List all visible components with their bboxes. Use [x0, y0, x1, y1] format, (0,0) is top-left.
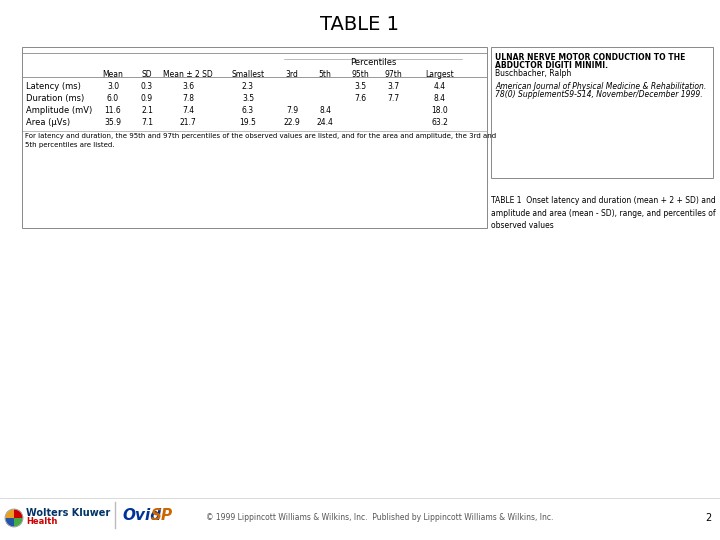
Text: 7.8: 7.8: [182, 94, 194, 103]
Text: Mean ± 2 SD: Mean ± 2 SD: [163, 70, 213, 79]
Text: 8.4: 8.4: [319, 106, 331, 115]
Text: 7.6: 7.6: [354, 94, 366, 103]
Bar: [22, 47, 487, 228]
Text: 3.5: 3.5: [242, 94, 254, 103]
Bar: [491, 47, 713, 178]
Text: 95th: 95th: [351, 70, 369, 79]
Text: Buschbacher, Ralph: Buschbacher, Ralph: [495, 69, 571, 78]
Text: 0.9: 0.9: [141, 94, 153, 103]
Text: Amplitude (mV): Amplitude (mV): [26, 106, 92, 115]
Text: ABDUCTOR DIGITI MINIMI.: ABDUCTOR DIGITI MINIMI.: [495, 61, 608, 70]
Text: 97th: 97th: [384, 70, 402, 79]
Text: Percentiles: Percentiles: [350, 58, 396, 67]
Text: TABLE 1  Onset latency and duration (mean + 2 + SD) and
amplitude and area (mean: TABLE 1 Onset latency and duration (mean…: [491, 196, 716, 230]
Text: 2.1: 2.1: [141, 106, 153, 115]
Text: Largest: Largest: [426, 70, 454, 79]
Text: 5th: 5th: [318, 70, 331, 79]
Text: Mean: Mean: [102, 70, 123, 79]
Text: 78(0) SupplementS9-S14, November/December 1999.: 78(0) SupplementS9-S14, November/Decembe…: [495, 90, 703, 99]
Text: Smallest: Smallest: [231, 70, 264, 79]
Text: 19.5: 19.5: [240, 118, 256, 127]
Text: 24.4: 24.4: [317, 118, 333, 127]
Text: 6.3: 6.3: [242, 106, 254, 115]
Text: 63.2: 63.2: [431, 118, 449, 127]
Text: 3.7: 3.7: [387, 82, 399, 91]
Text: 3.6: 3.6: [182, 82, 194, 91]
Wedge shape: [5, 518, 14, 527]
Text: 21.7: 21.7: [179, 118, 197, 127]
Text: 6.0: 6.0: [107, 94, 119, 103]
Text: 22.9: 22.9: [284, 118, 300, 127]
Text: SP: SP: [151, 509, 173, 523]
Text: Ovid: Ovid: [122, 509, 161, 523]
Text: 7.1: 7.1: [141, 118, 153, 127]
Text: Duration (ms): Duration (ms): [26, 94, 84, 103]
Text: 35.9: 35.9: [104, 118, 122, 127]
Wedge shape: [14, 509, 23, 518]
Text: 3.0: 3.0: [107, 82, 119, 91]
Text: 7.4: 7.4: [182, 106, 194, 115]
Text: SD: SD: [142, 70, 153, 79]
Text: ULNAR NERVE MOTOR CONDUCTION TO THE: ULNAR NERVE MOTOR CONDUCTION TO THE: [495, 53, 685, 62]
Text: American Journal of Physical Medicine & Rehabilitation.: American Journal of Physical Medicine & …: [495, 82, 706, 91]
Text: 8.4: 8.4: [434, 94, 446, 103]
Text: 2: 2: [706, 513, 712, 523]
Text: TABLE 1: TABLE 1: [320, 15, 400, 34]
Text: 7.9: 7.9: [286, 106, 298, 115]
Text: 7.7: 7.7: [387, 94, 399, 103]
Text: 4.4: 4.4: [434, 82, 446, 91]
Text: 11.6: 11.6: [104, 106, 122, 115]
Text: 0.3: 0.3: [141, 82, 153, 91]
Text: For latency and duration, the 95th and 97th percentiles of the observed values a: For latency and duration, the 95th and 9…: [25, 133, 496, 147]
Text: 18.0: 18.0: [431, 106, 449, 115]
Wedge shape: [5, 509, 14, 518]
Wedge shape: [14, 518, 23, 527]
Text: Area (μVs): Area (μVs): [26, 118, 70, 127]
Text: Wolters Kluwer: Wolters Kluwer: [26, 508, 110, 518]
Text: 2.3: 2.3: [242, 82, 254, 91]
Text: 3rd: 3rd: [286, 70, 298, 79]
Text: 3.5: 3.5: [354, 82, 366, 91]
Text: Latency (ms): Latency (ms): [26, 82, 81, 91]
Text: Health: Health: [26, 516, 58, 525]
Text: © 1999 Lippincott Williams & Wilkins, Inc.  Published by Lippincott Williams & W: © 1999 Lippincott Williams & Wilkins, In…: [207, 514, 554, 523]
